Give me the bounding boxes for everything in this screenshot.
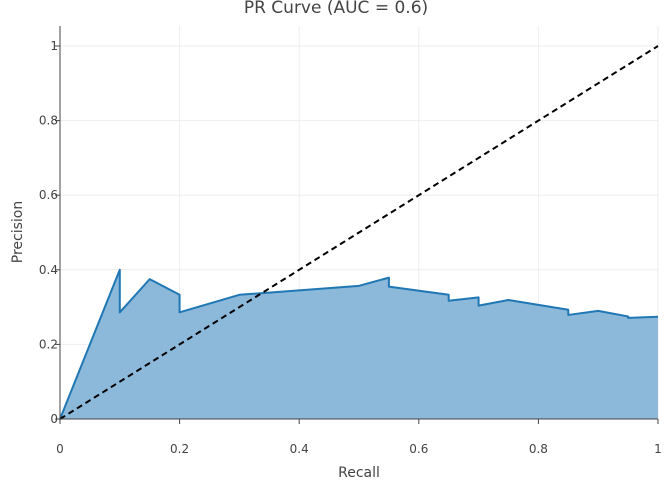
series-layer — [59, 45, 659, 420]
y-tick-label: 0.4 — [39, 263, 58, 277]
y-axis-title: Precision — [10, 201, 26, 263]
pr-curve-line — [59, 268, 659, 420]
y-tick-label: 1 — [50, 39, 58, 53]
x-tick-label: 0.6 — [409, 442, 428, 456]
x-tick-label: 1 — [654, 442, 662, 456]
y-tick-label: 0 — [50, 412, 58, 426]
axes — [55, 26, 659, 424]
y-tick-labels: 0 0.2 0.4 0.6 0.8 1 — [39, 39, 58, 426]
x-axis-title: Recall — [338, 465, 380, 480]
x-tick-label: 0 — [56, 442, 64, 456]
baseline-diagonal-line — [59, 45, 659, 420]
y-tick-label: 0.8 — [39, 114, 58, 128]
x-tick-labels: 0 0.2 0.4 0.6 0.8 1 — [56, 442, 662, 456]
x-tick-label: 0.8 — [529, 442, 548, 456]
chart-title: PR Curve (AUC = 0.6) — [244, 0, 428, 18]
pr-area-fill — [60, 269, 658, 419]
y-tick-label: 0.2 — [39, 337, 58, 351]
x-tick-label: 0.4 — [290, 442, 309, 456]
y-tick-label: 0.6 — [39, 188, 58, 202]
x-tick-label: 0.2 — [170, 442, 189, 456]
